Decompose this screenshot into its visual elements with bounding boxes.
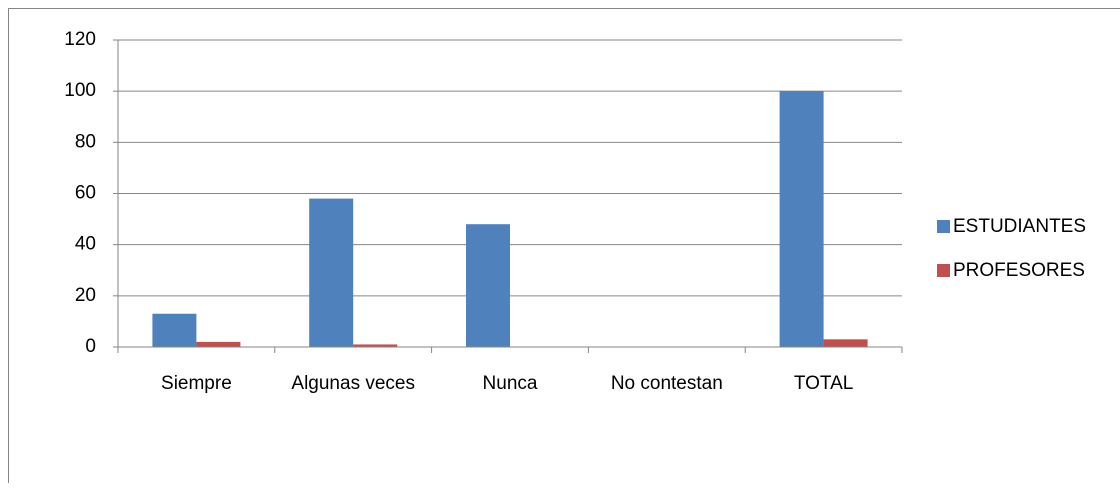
bar [780,91,824,347]
y-tick-label: 60 [75,183,96,204]
y-tick-label: 20 [75,285,96,306]
y-tick-label: 0 [85,336,96,357]
y-tick-label: 40 [75,234,96,255]
legend-label: PROFESORES [953,260,1085,281]
bar [824,339,868,347]
x-tick-label: TOTAL [794,373,853,394]
x-tick-label: Nunca [483,373,538,394]
x-tick-label: Algunas veces [291,373,415,394]
y-tick-label: 100 [64,80,96,101]
bar [309,199,353,347]
x-tick-label: No contestan [611,373,723,394]
bar [152,314,196,347]
bar [196,342,240,347]
chart-frame [9,9,1120,484]
legend-swatch [937,220,950,233]
y-tick-label: 120 [64,29,96,50]
legend-label: ESTUDIANTES [953,216,1086,237]
x-tick-label: Siempre [161,373,232,394]
y-tick-label: 80 [75,131,96,152]
legend-swatch [937,264,950,277]
bar [466,224,510,347]
